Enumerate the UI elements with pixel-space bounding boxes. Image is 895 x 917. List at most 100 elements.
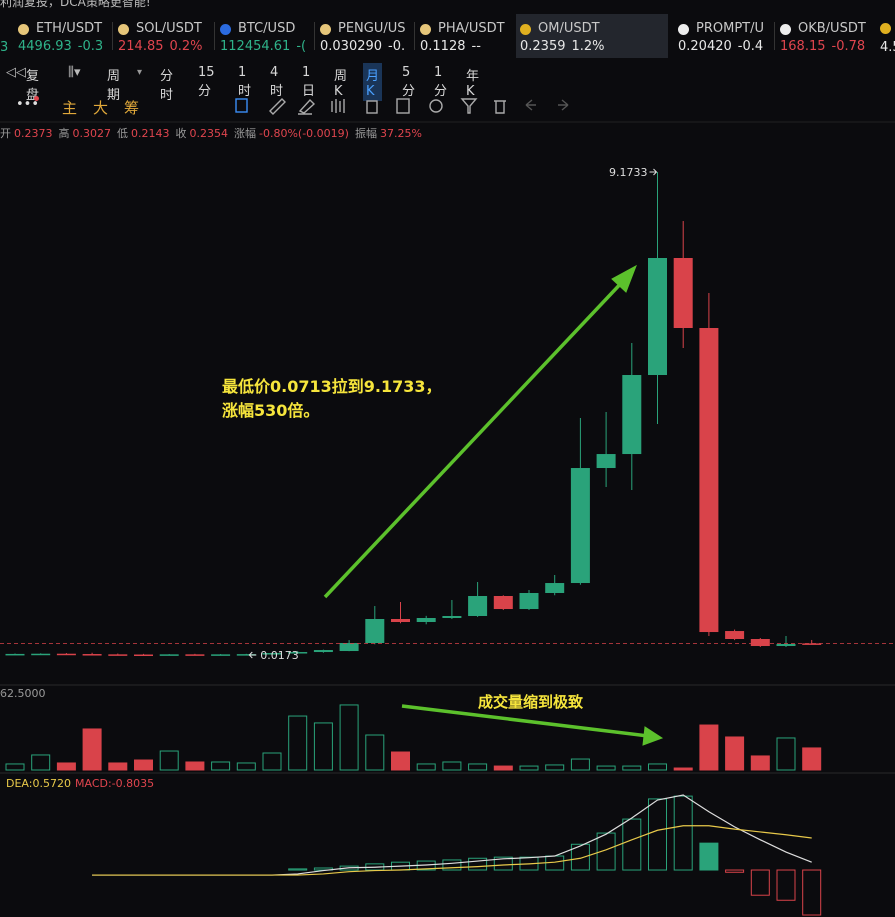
arrows [323, 264, 664, 746]
volume-bar [493, 765, 513, 771]
dropdown-icon: ▾ [137, 67, 143, 78]
macd-bar [442, 859, 462, 871]
period-option[interactable]: 4时 [270, 65, 284, 99]
annotation: 涨幅530倍。 [222, 401, 319, 420]
candle-body [56, 653, 76, 656]
volume-bar [365, 734, 385, 771]
cycle-button[interactable]: 周期 [107, 69, 121, 103]
macd-bar [802, 869, 822, 916]
ohlc-label: 收 [175, 127, 187, 140]
ticker-tab[interactable]: PROMPT/U 0.20420 -0.4 [674, 14, 774, 58]
price: 4496.93 [18, 39, 72, 54]
macd-bar [725, 869, 745, 873]
ohlc-label: 低 [117, 127, 128, 140]
indicator-button[interactable]: 主 [62, 99, 78, 117]
candle-body [468, 596, 488, 616]
candle-body [339, 643, 359, 652]
tool-icon[interactable] [331, 99, 345, 113]
period-option[interactable]: 1日 [302, 65, 316, 99]
change: -0.78 [831, 39, 866, 54]
tool-icon[interactable] [494, 100, 506, 114]
price-line: 4496.93 -0.3 [18, 39, 103, 54]
annotation: 成交量缩到极致 [478, 693, 584, 711]
edge-price: 3 [0, 40, 9, 55]
candle-body [262, 653, 282, 655]
period-option[interactable]: 1分 [434, 65, 448, 99]
candle-body [776, 644, 796, 647]
macd-label: MACD:-0.8035 [75, 777, 154, 790]
candle-body [313, 650, 333, 653]
price-line: 0.1128 -- [420, 39, 481, 54]
price-line: 0.030290 -0. [320, 39, 405, 54]
tool-icon[interactable] [429, 99, 443, 113]
change: -0.3 [77, 39, 104, 54]
volume-bar [622, 765, 642, 771]
ohlc-value: 37.25% [379, 127, 422, 140]
separator [314, 22, 315, 50]
macd-bar [776, 869, 796, 901]
high-marker: 9.1733 [609, 166, 648, 179]
price: 214.85 [118, 39, 164, 54]
ohlc-label: 振幅 [354, 127, 377, 140]
ticker-tab[interactable]: BTC/USD 112454.61 -( [216, 14, 314, 58]
dea-label: DEA:0.5720 [6, 777, 71, 790]
volume-bar [134, 759, 153, 771]
redo[interactable] [558, 99, 569, 111]
replay-icon[interactable]: ◁◁ [6, 65, 26, 80]
tool-icon[interactable] [460, 98, 478, 114]
indicator-button[interactable]: 筹 [124, 99, 140, 117]
tool-icon[interactable] [235, 98, 248, 113]
ohlc-value: -0.80%(-0.0019) [259, 127, 349, 140]
candle-body [570, 468, 590, 584]
tool-icon[interactable] [366, 100, 378, 114]
ticker-tab[interactable]: PHA/USDT 0.1128 -- [416, 14, 514, 58]
period-option[interactable]: 分时 [160, 69, 174, 103]
macd-bar [622, 818, 642, 871]
period-option[interactable]: 1时 [238, 65, 252, 99]
undo[interactable] [525, 99, 536, 111]
candle-body [391, 619, 410, 623]
indicator-icon[interactable]: ⫼▾ [68, 65, 81, 80]
candle-body [673, 257, 693, 329]
candle-body [211, 654, 231, 656]
ticker-tab[interactable]: ETH/USDT 4496.93 -0.3 [14, 14, 114, 58]
price-line: 0.2359 1.2% [520, 39, 605, 54]
candle-body [108, 654, 128, 656]
separator [774, 22, 775, 50]
period-option[interactable]: 5分 [402, 65, 416, 99]
tool-icon[interactable] [396, 98, 410, 114]
macd-bar [570, 843, 590, 871]
change: 1.2% [571, 39, 605, 54]
volume-bar [211, 761, 231, 771]
volume-bar [750, 755, 770, 771]
price: 0.1128 [420, 39, 466, 54]
ohlc-value: 0.3027 [72, 127, 112, 140]
ohlc-info: 开 0.2373 高 0.3027 低 0.2143 收 0.2354 涨幅 -0.80%(-0.… [0, 125, 428, 141]
ticker-tab[interactable]: OM/USDT 0.2359 1.2% [516, 14, 668, 58]
ticker-tab[interactable]: SOL/USDT 214.85 0.2% [114, 14, 214, 58]
tool-icon[interactable] [269, 98, 286, 115]
ticker-tab[interactable]: PENGU/US 0.030290 -0. [316, 14, 414, 58]
macd-bar [673, 795, 693, 871]
separator [214, 22, 215, 50]
candle-body [134, 654, 153, 657]
period-option[interactable]: 年K [466, 69, 480, 99]
coin-icon [18, 24, 29, 35]
period-option[interactable]: 周K [334, 69, 348, 99]
volume-bar [288, 715, 308, 771]
ohlc-label: 开 [0, 127, 11, 140]
period-option[interactable]: 月K [363, 63, 383, 101]
change: -( [296, 39, 307, 54]
period-option[interactable]: 15分 [198, 65, 215, 99]
candle-body [416, 618, 436, 623]
symbol: ETH/USDT [36, 21, 103, 36]
candle-body [648, 257, 667, 376]
volume-bar [519, 765, 539, 771]
more-button[interactable]: ••• [16, 97, 40, 112]
ticker-tab[interactable]: OKB/USDT 168.15 -0.78 [776, 14, 874, 58]
tool-icon[interactable] [298, 98, 316, 115]
indicator-button[interactable]: 大 [93, 99, 109, 117]
volume-bar [596, 765, 616, 771]
coin-icon [320, 24, 331, 35]
